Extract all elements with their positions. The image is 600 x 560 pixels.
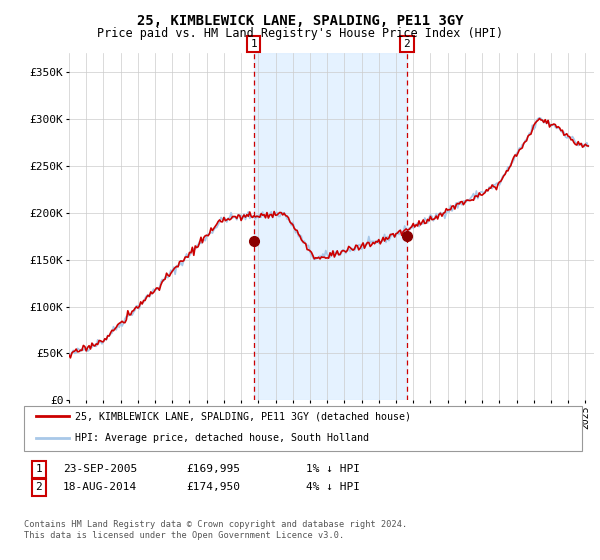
Text: 25, KIMBLEWICK LANE, SPALDING, PE11 3GY (detached house): 25, KIMBLEWICK LANE, SPALDING, PE11 3GY …: [75, 411, 411, 421]
Text: 18-AUG-2014: 18-AUG-2014: [63, 482, 137, 492]
Text: HPI: Average price, detached house, South Holland: HPI: Average price, detached house, Sout…: [75, 433, 369, 444]
Text: Price paid vs. HM Land Registry's House Price Index (HPI): Price paid vs. HM Land Registry's House …: [97, 27, 503, 40]
Text: £174,950: £174,950: [186, 482, 240, 492]
Text: 1: 1: [35, 464, 43, 474]
Text: 1% ↓ HPI: 1% ↓ HPI: [306, 464, 360, 474]
Text: Contains HM Land Registry data © Crown copyright and database right 2024.: Contains HM Land Registry data © Crown c…: [24, 520, 407, 529]
Text: 2: 2: [35, 482, 43, 492]
Text: 1: 1: [250, 39, 257, 49]
Text: 25, KIMBLEWICK LANE, SPALDING, PE11 3GY: 25, KIMBLEWICK LANE, SPALDING, PE11 3GY: [137, 14, 463, 28]
Text: 4% ↓ HPI: 4% ↓ HPI: [306, 482, 360, 492]
Text: This data is licensed under the Open Government Licence v3.0.: This data is licensed under the Open Gov…: [24, 531, 344, 540]
Text: 23-SEP-2005: 23-SEP-2005: [63, 464, 137, 474]
Bar: [254, 53, 407, 400]
Text: £169,995: £169,995: [186, 464, 240, 474]
Text: 2: 2: [404, 39, 410, 49]
